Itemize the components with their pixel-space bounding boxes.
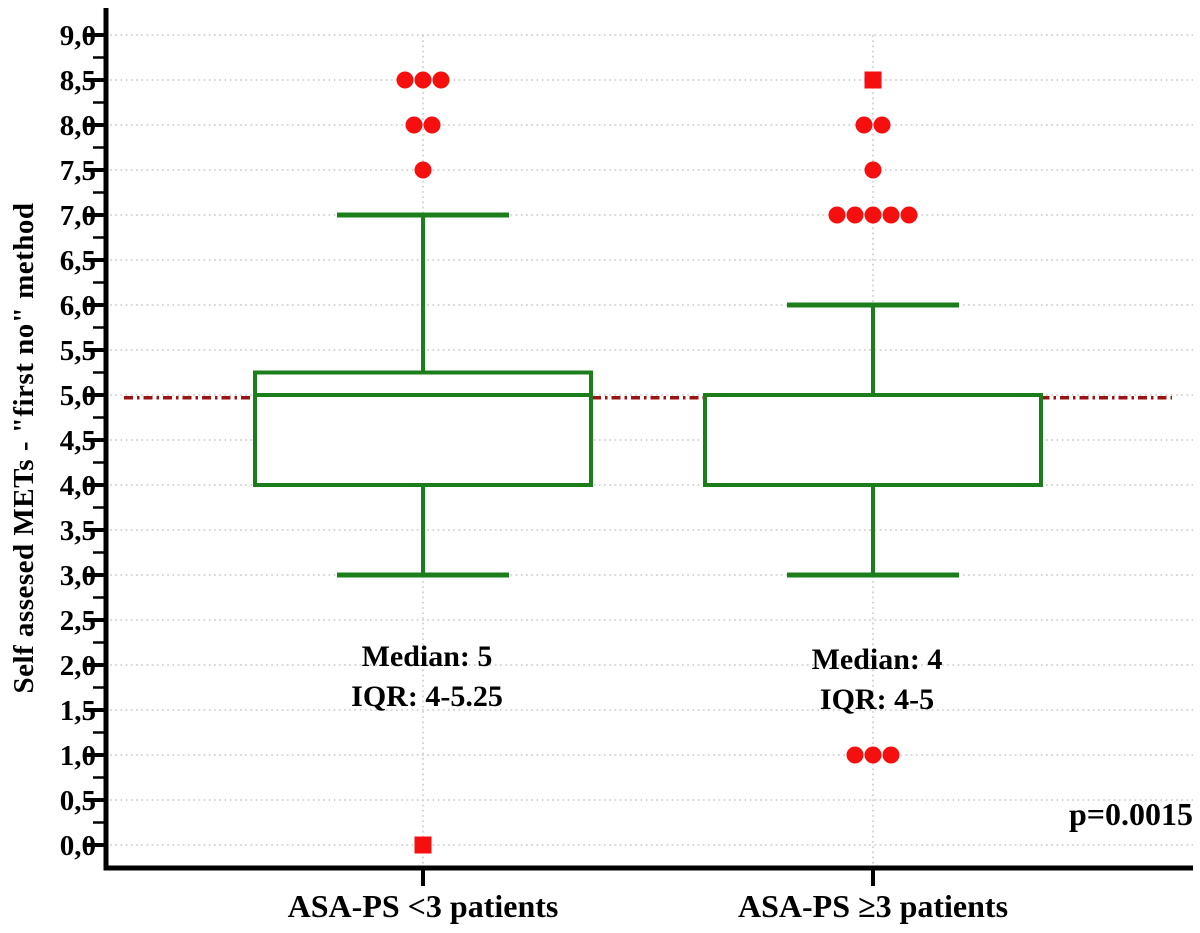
y-axis-title: Self assesed METs - "first no" method: [8, 202, 40, 694]
annotation-group1: Median: 5 IQR: 4-5.25: [267, 637, 587, 717]
x-axis-label-group2: ASA-PS ≥3 patients: [737, 888, 1009, 924]
outlier-circle: [405, 116, 423, 134]
outlier-circle: [423, 116, 441, 134]
outlier-circle: [882, 746, 900, 764]
outlier-circle: [873, 116, 891, 134]
annotation-median-group1: Median: 5: [361, 640, 493, 673]
outlier-circle: [900, 206, 918, 224]
y-tick-label: 6,0: [60, 290, 96, 322]
y-tick-label: 0,5: [60, 785, 96, 817]
box: [703, 393, 1043, 487]
annotation-iqr-group2: IQR: 4-5: [819, 683, 935, 716]
outlier-circle: [432, 71, 450, 89]
y-tick-label: 2,0: [60, 650, 96, 682]
y-tick-label: 0,0: [60, 830, 96, 862]
y-tick-label: 2,5: [60, 605, 96, 637]
y-tick-label: 7,5: [60, 155, 96, 187]
y-tick-label: 6,5: [60, 245, 96, 277]
y-tick-label: 9,0: [60, 20, 96, 52]
outlier-square: [414, 836, 432, 854]
y-tick-label: 3,5: [60, 515, 96, 547]
x-axis-label-group1: ASA-PS <3 patients: [287, 888, 559, 924]
outlier-circle: [864, 161, 882, 179]
annotation-group2: Median: 4 IQR: 4-5: [717, 640, 1037, 720]
y-tick-label: 8,5: [60, 65, 96, 97]
y-tick-label: 8,0: [60, 110, 96, 142]
outlier-circle: [846, 206, 864, 224]
outlier-circle: [414, 71, 432, 89]
outlier-circle: [414, 161, 432, 179]
y-tick-label: 1,5: [60, 695, 96, 727]
outlier-circle: [855, 116, 873, 134]
y-tick-label: 1,0: [60, 740, 96, 772]
y-tick-label: 7,0: [60, 200, 96, 232]
annotation-median-group2: Median: 4: [811, 643, 943, 676]
y-tick-label: 5,5: [60, 335, 96, 367]
outlier-circle: [828, 206, 846, 224]
box: [253, 370, 593, 487]
outlier-circle: [846, 746, 864, 764]
y-tick-label: 4,0: [60, 470, 96, 502]
y-tick-label: 3,0: [60, 560, 96, 592]
annotation-iqr-group1: IQR: 4-5.25: [351, 680, 503, 713]
outlier-circle: [882, 206, 900, 224]
y-tick-label: 5,0: [60, 380, 96, 412]
outlier-circle: [864, 746, 882, 764]
outlier-square: [864, 71, 882, 89]
p-value-label: p=0.0015: [1068, 796, 1193, 832]
y-tick-label: 4,5: [60, 425, 96, 457]
outlier-circle: [864, 206, 882, 224]
outlier-circle: [396, 71, 414, 89]
